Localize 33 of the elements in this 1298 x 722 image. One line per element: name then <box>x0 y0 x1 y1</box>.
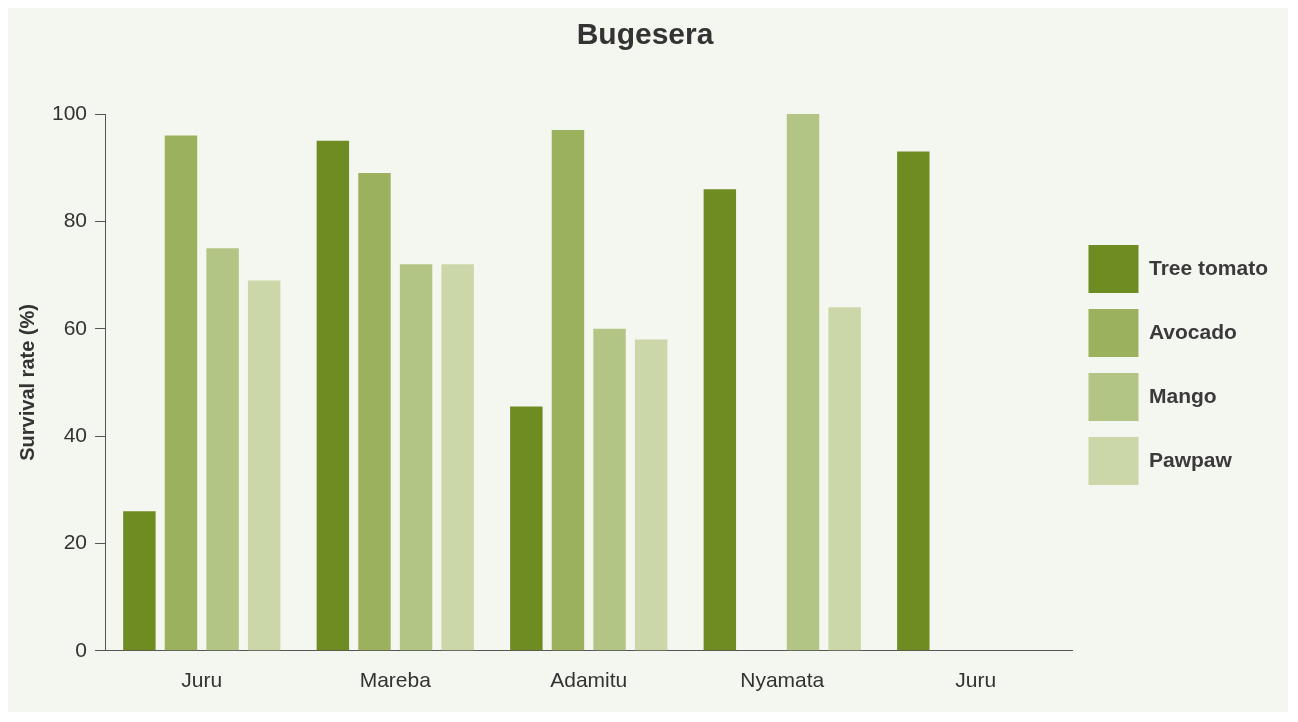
bar <box>399 264 433 651</box>
x-tick-label: Adamitu <box>550 668 628 692</box>
bar <box>897 151 930 651</box>
bar <box>510 406 543 651</box>
bar <box>164 135 198 651</box>
bar <box>123 511 156 651</box>
bar <box>593 328 626 651</box>
bar <box>441 264 474 651</box>
bar <box>358 173 391 651</box>
bar <box>206 248 239 651</box>
legend-label: Pawpaw <box>1148 447 1233 471</box>
y-tick-label: 80 <box>63 208 88 232</box>
legend-label: Tree tomato <box>1148 255 1268 279</box>
y-tick-label: 40 <box>63 422 88 446</box>
x-tick-label: Mareba <box>359 668 432 692</box>
y-tick-label: 60 <box>63 315 88 339</box>
y-tick-label: 0 <box>75 637 88 661</box>
bar <box>703 189 737 651</box>
legend-label: Mango <box>1148 383 1217 407</box>
x-tick-label: Juru <box>955 668 997 692</box>
bar <box>316 140 350 651</box>
x-tick-label: Juru <box>181 668 223 692</box>
bar <box>786 114 820 651</box>
chart-title: Bugesera <box>576 17 714 51</box>
y-axis-title: Survival rate (%) <box>15 304 38 461</box>
y-tick-label: 20 <box>63 530 88 554</box>
bar <box>551 130 585 651</box>
bar <box>634 339 668 651</box>
bar <box>828 307 861 651</box>
legend-label: Avocado <box>1148 319 1237 343</box>
bar <box>247 280 281 651</box>
y-tick-label: 100 <box>51 100 88 124</box>
x-tick-label: Nyamata <box>740 668 825 692</box>
